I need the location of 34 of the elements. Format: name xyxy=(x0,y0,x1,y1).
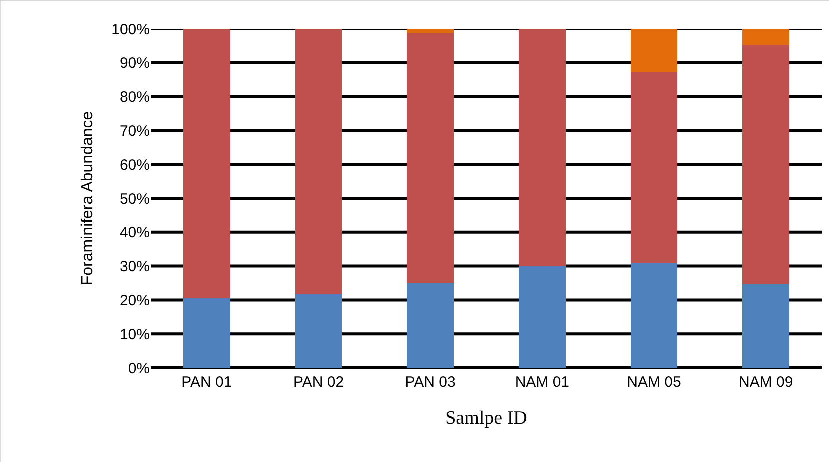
bar xyxy=(630,72,678,263)
y-tick-label: 10% xyxy=(120,326,150,344)
bar xyxy=(295,294,342,368)
y-tick-label: 0% xyxy=(128,360,150,378)
bar xyxy=(295,29,342,294)
y-tick-label: 100% xyxy=(112,21,150,38)
y-tick-label: 80% xyxy=(120,89,150,106)
bar xyxy=(183,298,230,368)
y-tick-label: 90% xyxy=(120,55,150,72)
y-tick-label: 40% xyxy=(120,224,150,242)
x-tick-label: NAM 09 xyxy=(738,374,794,391)
bar xyxy=(630,262,678,368)
y-tick-label: 20% xyxy=(120,292,150,310)
x-tick-label: PAN 03 xyxy=(405,374,456,391)
bar xyxy=(518,29,566,266)
y-tick-label: 60% xyxy=(120,156,150,174)
x-tick-label: NAM 01 xyxy=(515,374,570,391)
bar xyxy=(518,266,566,368)
bar xyxy=(742,29,790,46)
y-tick-label: 30% xyxy=(120,258,150,276)
bar xyxy=(183,29,230,299)
x-tick-label: NAM 05 xyxy=(627,374,682,391)
bar xyxy=(630,29,678,72)
bar xyxy=(407,33,454,284)
bar xyxy=(742,284,790,368)
y-axis-title: Foraminifera Abundance xyxy=(80,111,97,286)
bar xyxy=(407,284,454,368)
bar xyxy=(742,46,790,284)
x-tick-label: PAN 02 xyxy=(293,374,344,391)
x-axis-title: Samlpe ID xyxy=(446,408,528,429)
x-tick-label: PAN 01 xyxy=(182,374,232,391)
y-tick-label: 50% xyxy=(120,190,150,208)
y-tick-label: 70% xyxy=(120,122,150,140)
bar xyxy=(407,29,454,34)
